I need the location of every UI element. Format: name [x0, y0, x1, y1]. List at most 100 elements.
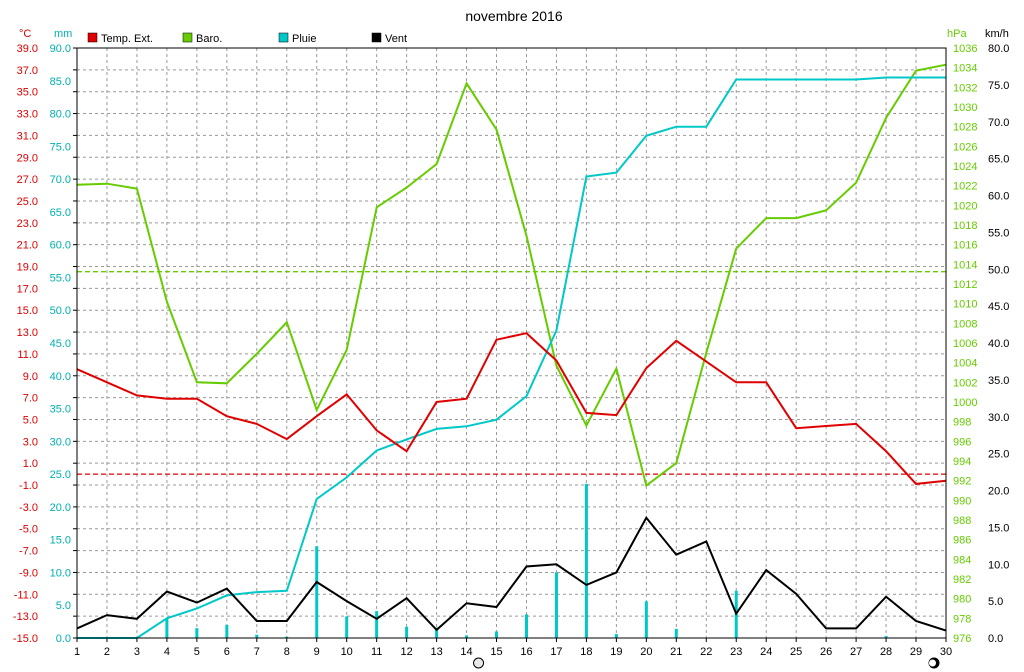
temp-tick-label: 7.0 — [23, 393, 38, 405]
x-tick-label: 13 — [430, 646, 442, 658]
x-tick-label: 19 — [610, 646, 622, 658]
baro-tick-label: 1036 — [953, 43, 977, 55]
legend-item-rain: Pluie — [278, 32, 316, 45]
reference-lines — [77, 271, 946, 475]
wind-tick-label: 0.0 — [988, 633, 1003, 645]
baro-tick-label: 1016 — [953, 240, 977, 252]
rain-bar-day-15 — [495, 631, 499, 638]
wind-tick-label: 45.0 — [988, 301, 1009, 313]
x-tick-label: 21 — [670, 646, 682, 658]
rain-tick-label: 50.0 — [50, 305, 71, 317]
temp-tick-label: 21.0 — [17, 240, 38, 252]
baro-tick-label: 994 — [953, 456, 971, 468]
x-tick-label: 20 — [640, 646, 652, 658]
baro-tick-label: 990 — [953, 495, 971, 507]
axes: 39.037.035.033.031.029.027.025.023.021.0… — [13, 43, 1009, 669]
baro-tick-label: 998 — [953, 417, 971, 429]
series-line-wind — [76, 516, 947, 632]
x-tick-label: 25 — [790, 646, 802, 658]
temp-tick-label: 37.0 — [17, 65, 38, 77]
temp-tick-label: -15.0 — [13, 633, 38, 645]
x-tick-label: 15 — [490, 646, 502, 658]
temp-tick-label: -5.0 — [19, 524, 38, 536]
wind-tick-label: 80.0 — [988, 43, 1009, 55]
wind-tick-label: 5.0 — [988, 596, 1003, 608]
wind-tick-label: 25.0 — [988, 449, 1009, 461]
wind-tick-label: 30.0 — [988, 412, 1009, 424]
x-tick-label: 8 — [284, 646, 290, 658]
baro-tick-label: 986 — [953, 535, 971, 547]
x-tick-label: 22 — [700, 646, 712, 658]
temp-tick-label: 3.0 — [23, 436, 38, 448]
baro-unit-label: hPa — [947, 28, 967, 40]
baro-tick-label: 1002 — [953, 377, 977, 389]
temp-tick-label: 11.0 — [17, 349, 38, 361]
temp-tick-label: 39.0 — [17, 43, 38, 55]
legend-item-baro: Baro. — [182, 32, 222, 45]
wind-tick-label: 20.0 — [988, 486, 1009, 498]
baro-tick-label: 1006 — [953, 338, 977, 350]
legend-item-wind: Vent — [371, 32, 407, 45]
temp-tick-label: -7.0 — [19, 546, 38, 558]
rain-tick-label: 70.0 — [50, 174, 71, 186]
x-tick-label: 1 — [74, 646, 80, 658]
rain-tick-label: 90.0 — [50, 43, 71, 55]
rain-bar-day-17 — [554, 572, 558, 638]
wind-tick-label: 40.0 — [988, 338, 1009, 350]
rain-tick-label: 80.0 — [50, 109, 71, 121]
baro-tick-label: 1012 — [953, 279, 977, 291]
rain-bar-day-10 — [345, 616, 349, 638]
rain-bar-day-8 — [285, 636, 289, 638]
baro-tick-label: 1010 — [953, 299, 977, 311]
series-line-temp — [76, 332, 947, 485]
x-tick-label: 3 — [134, 646, 140, 658]
rain-bar-day-12 — [405, 626, 409, 638]
rain-unit-label: mm — [54, 28, 72, 40]
moon-crescent — [929, 659, 937, 667]
baro-tick-label: 1014 — [953, 259, 977, 271]
x-tick-label: 4 — [164, 646, 170, 658]
temp-tick-label: 19.0 — [17, 262, 38, 274]
wind-tick-label: 60.0 — [988, 191, 1009, 203]
temp-tick-label: 35.0 — [17, 87, 38, 99]
baro-tick-label: 980 — [953, 594, 971, 606]
x-tick-label: 18 — [580, 646, 592, 658]
temp-tick-label: 13.0 — [17, 327, 38, 339]
baro-tick-label: 1028 — [953, 122, 977, 134]
x-tick-label: 9 — [314, 646, 320, 658]
rain-tick-label: 65.0 — [50, 207, 71, 219]
rain-tick-label: 0.0 — [56, 633, 71, 645]
x-tick-label: 17 — [550, 646, 562, 658]
baro-tick-label: 988 — [953, 515, 971, 527]
rain-tick-label: 85.0 — [50, 76, 71, 88]
wind-tick-label: 55.0 — [988, 227, 1009, 239]
baro-tick-label: 1018 — [953, 220, 977, 232]
rain-bar-day-9 — [315, 546, 319, 638]
temp-tick-label: 23.0 — [17, 218, 38, 230]
baro-tick-label: 1000 — [953, 397, 977, 409]
temp-tick-label: -1.0 — [19, 480, 38, 492]
rain-tick-label: 45.0 — [50, 338, 71, 350]
wind-tick-label: 35.0 — [988, 375, 1009, 387]
rain-tick-label: 10.0 — [50, 567, 71, 579]
temp-tick-label: 1.0 — [23, 458, 38, 470]
baro-tick-label: 1026 — [953, 141, 977, 153]
temp-tick-label: 27.0 — [17, 174, 38, 186]
baro-tick-label: 992 — [953, 476, 971, 488]
rain-bar-day-6 — [225, 624, 229, 638]
full-moon-icon — [473, 657, 485, 669]
baro-tick-label: 1020 — [953, 200, 977, 212]
x-tick-label: 10 — [341, 646, 353, 658]
wind-tick-label: 65.0 — [988, 154, 1009, 166]
grid — [77, 48, 946, 638]
wind-unit-label: km/h — [985, 28, 1009, 40]
rain-bar-day-4 — [165, 618, 169, 638]
baro-tick-label: 976 — [953, 633, 971, 645]
rain-tick-label: 25.0 — [50, 469, 71, 481]
x-tick-label: 27 — [850, 646, 862, 658]
wind-tick-label: 10.0 — [988, 559, 1009, 571]
rain-bar-day-13 — [435, 627, 439, 638]
temp-tick-label: -3.0 — [19, 502, 38, 514]
baro-tick-label: 1030 — [953, 102, 977, 114]
